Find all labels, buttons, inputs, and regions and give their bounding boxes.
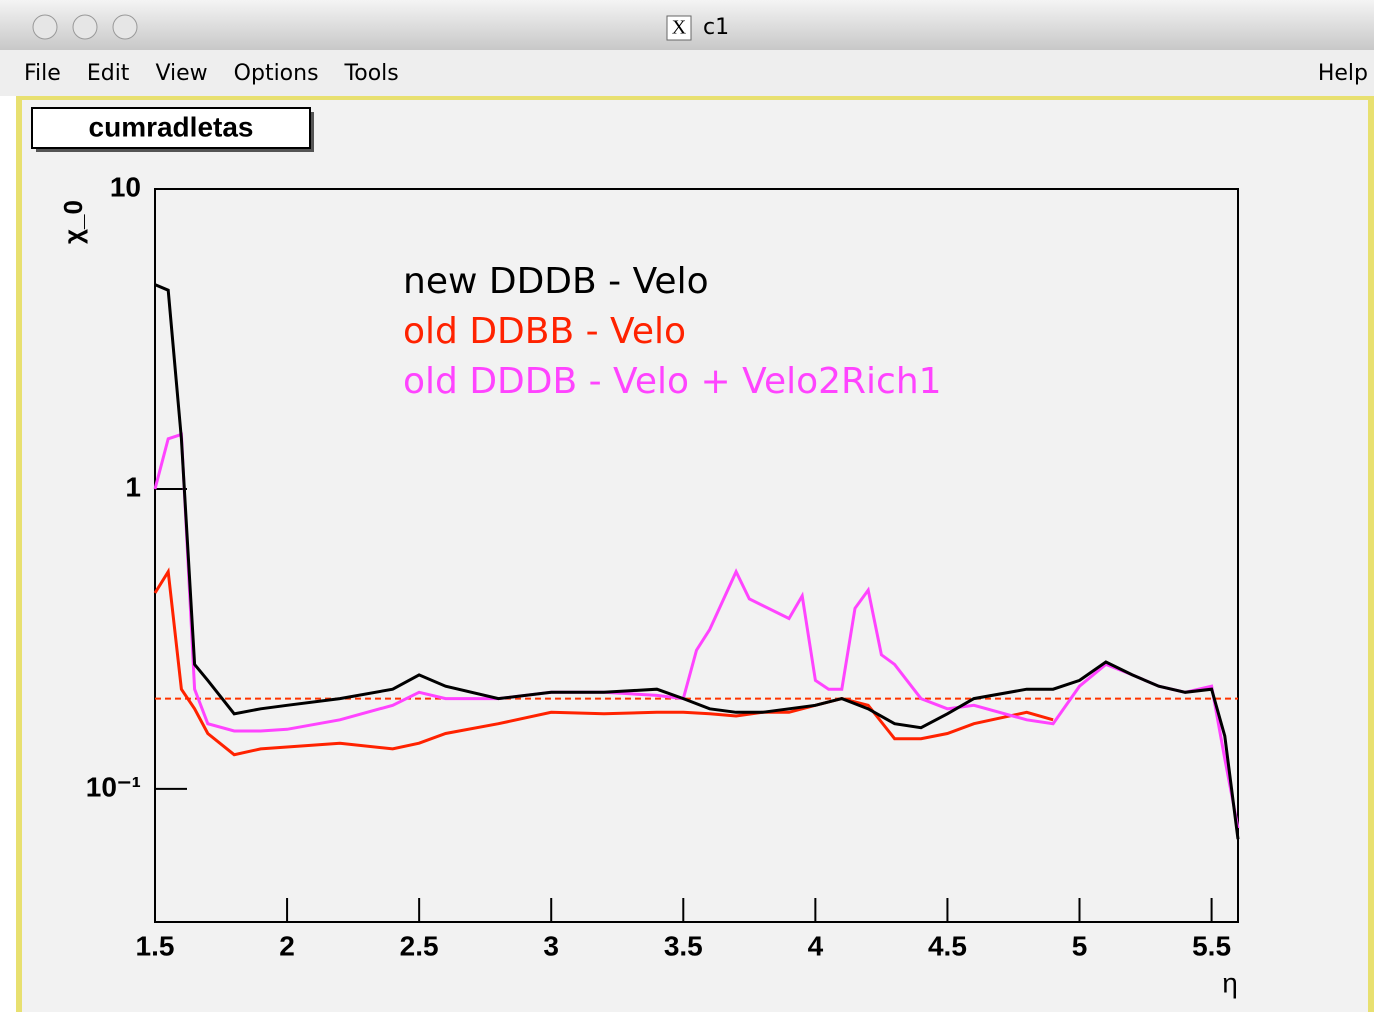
y-tick-label: 10 <box>110 171 141 202</box>
menu-item[interactable]: Edit <box>87 61 130 86</box>
window-title: c1 <box>703 15 729 40</box>
legend-entry: old DDBB - Velo <box>403 311 686 352</box>
x-tick-label: 5 <box>1072 930 1088 961</box>
minimize-button[interactable] <box>72 14 98 40</box>
series-line <box>154 283 1240 840</box>
legend-entry: new DDDB - Velo <box>403 261 709 302</box>
menu-bar <box>0 50 1374 96</box>
legend-entry: old DDDB - Velo + Velo2Rich1 <box>403 361 942 402</box>
x-tick-label: 3 <box>543 930 559 961</box>
x-tick-label: 4 <box>808 930 824 961</box>
series-line <box>153 432 1240 829</box>
x-icon-glyph: X <box>672 17 687 39</box>
menu-item[interactable]: View <box>155 61 207 86</box>
x-tick-label: 4.5 <box>928 930 967 961</box>
y-axis-label: χ_0 <box>58 200 88 244</box>
x-axis-label: η <box>1222 967 1238 998</box>
x-tick-label: 2 <box>279 930 295 961</box>
close-button[interactable] <box>32 14 58 40</box>
menu-help[interactable]: Help <box>1318 61 1368 86</box>
menu-item[interactable]: File <box>24 61 61 86</box>
plot-frame <box>154 188 1239 923</box>
y-tick-label: 1 <box>125 471 141 502</box>
menu-item[interactable]: Options <box>234 61 319 86</box>
x-tick-label: 1.5 <box>136 930 175 961</box>
chart-title: cumradletas <box>89 111 254 142</box>
x-tick-label: 2.5 <box>400 930 439 961</box>
title-box <box>31 107 311 149</box>
zoom-button[interactable] <box>112 14 138 40</box>
series-line <box>153 567 1054 757</box>
x-tick-label: 3.5 <box>664 930 703 961</box>
y-tick-label: 10⁻¹ <box>86 771 141 802</box>
x-tick-label: 5.5 <box>1192 930 1231 961</box>
x-icon <box>666 15 692 41</box>
menu-item[interactable]: Tools <box>344 61 399 86</box>
